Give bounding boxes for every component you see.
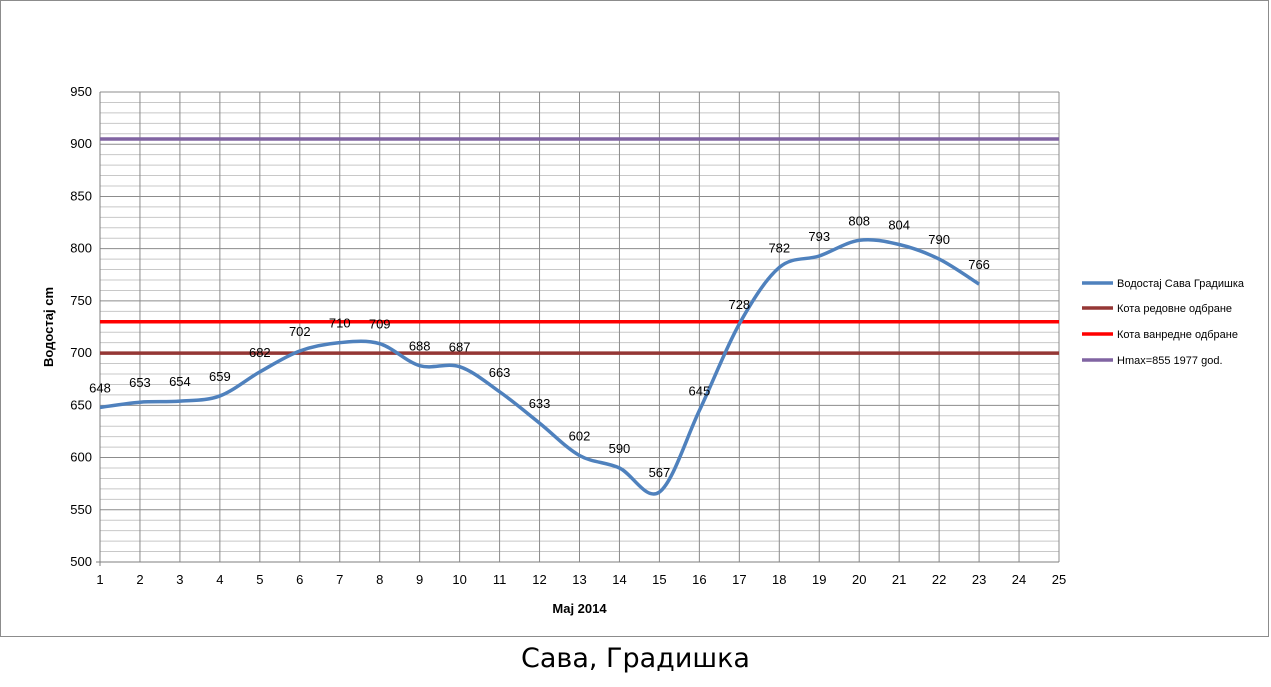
data-label: 654: [169, 374, 191, 389]
legend-entry: Кота редовне одбране: [1117, 303, 1232, 315]
x-tick-label: 21: [892, 572, 906, 587]
x-tick-label: 24: [1012, 572, 1026, 587]
data-label: 709: [369, 317, 391, 332]
data-label: 590: [609, 441, 631, 456]
data-label: 659: [209, 369, 231, 384]
x-tick-label: 9: [416, 572, 423, 587]
data-label: 602: [569, 428, 591, 443]
x-tick-label: 2: [136, 572, 143, 587]
y-tick-label: 650: [70, 397, 92, 412]
data-label: 567: [649, 465, 671, 480]
data-label: 793: [808, 229, 830, 244]
x-tick-label: 3: [176, 572, 183, 587]
x-tick-label: 19: [812, 572, 826, 587]
y-tick-label: 900: [70, 136, 92, 151]
data-label: 653: [129, 375, 151, 390]
y-axis-title: Водостај cm: [41, 287, 56, 367]
y-tick-label: 850: [70, 188, 92, 203]
x-tick-label: 4: [216, 572, 223, 587]
x-tick-label: 18: [772, 572, 786, 587]
data-label: 648: [89, 380, 111, 395]
x-tick-label: 5: [256, 572, 263, 587]
x-tick-label: 13: [572, 572, 586, 587]
water-level-line: [99, 237, 981, 496]
x-tick-label: 1: [96, 572, 103, 587]
data-label: 663: [489, 365, 511, 380]
x-tick-label: 8: [376, 572, 383, 587]
x-tick-label: 10: [452, 572, 466, 587]
y-tick-label: 550: [70, 502, 92, 517]
data-label: 682: [249, 345, 271, 360]
x-tick-label: 25: [1052, 572, 1066, 587]
data-label: 633: [529, 396, 551, 411]
data-label: 804: [888, 217, 910, 232]
x-tick-label: 12: [532, 572, 546, 587]
x-tick-label: 22: [932, 572, 946, 587]
y-tick-label: 950: [70, 84, 92, 99]
data-label: 782: [768, 240, 790, 255]
data-label: 766: [968, 257, 990, 272]
chart-caption: Сава, Градишка: [521, 643, 750, 674]
data-label: 790: [928, 232, 950, 247]
data-label: 688: [409, 339, 431, 354]
x-tick-label: 14: [612, 572, 626, 587]
x-tick-label: 23: [972, 572, 986, 587]
legend-entry: Водостај Сава Градишка: [1117, 278, 1245, 290]
data-label: 728: [728, 297, 750, 312]
data-label: 645: [689, 384, 711, 399]
x-tick-label: 11: [493, 572, 507, 587]
y-tick-label: 700: [70, 345, 92, 360]
data-label: 687: [449, 340, 471, 355]
x-tick-label: 20: [852, 572, 866, 587]
data-label: 808: [848, 213, 870, 228]
data-label: 710: [329, 316, 351, 331]
x-tick-label: 7: [336, 572, 343, 587]
y-tick-label: 800: [70, 241, 92, 256]
data-label: 702: [289, 324, 311, 339]
y-tick-label: 600: [70, 450, 92, 465]
y-tick-label: 500: [70, 554, 92, 569]
legend-entry: Hmax=855 1977 god.: [1117, 355, 1223, 367]
x-axis-title: Maj 2014: [552, 601, 607, 616]
x-tick-label: 17: [732, 572, 746, 587]
x-tick-label: 6: [296, 572, 303, 587]
x-tick-label: 15: [652, 572, 666, 587]
y-tick-label: 750: [70, 293, 92, 308]
x-tick-label: 16: [692, 572, 706, 587]
legend-entry: Кота ванредне одбране: [1117, 329, 1238, 341]
